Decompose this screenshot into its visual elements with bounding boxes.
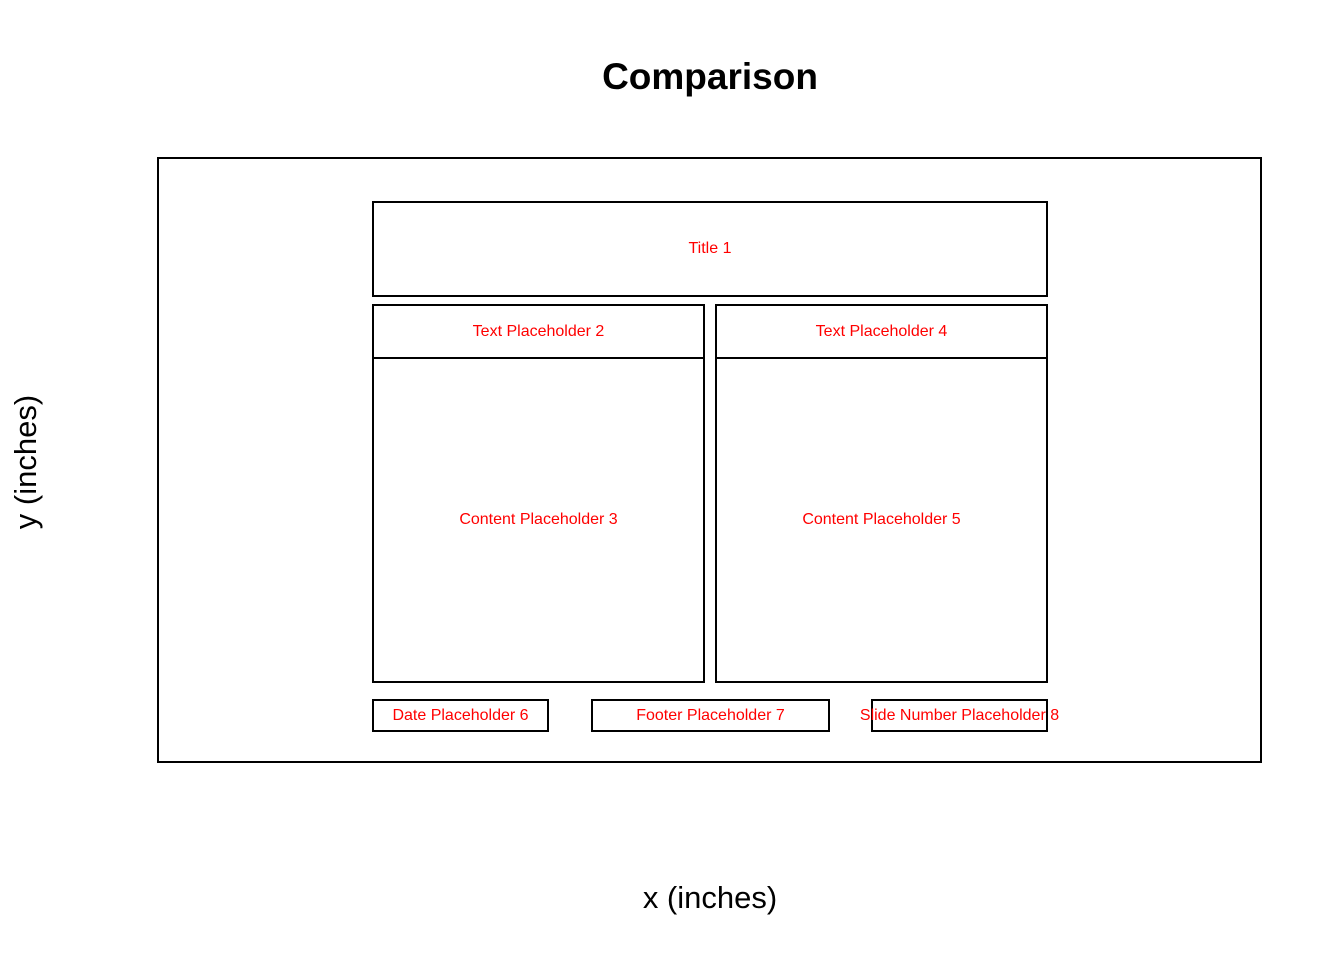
text-placeholder-4-box: Text Placeholder 4 [715,304,1048,359]
date-placeholder-label: Date Placeholder 6 [392,706,529,724]
text-placeholder-2-label: Text Placeholder 2 [472,322,605,340]
content-placeholder-5-label: Content Placeholder 5 [802,511,961,528]
slide-number-placeholder-label: Slide Number Placeholder 8 [859,706,1060,724]
text-placeholder-4-label: Text Placeholder 4 [815,322,948,340]
title-placeholder-label: Title 1 [688,240,732,257]
footer-placeholder-label: Footer Placeholder 7 [636,706,785,724]
content-placeholder-5-box: Content Placeholder 5 [715,357,1048,683]
slide-number-placeholder-box: Slide Number Placeholder 8 [860,699,1059,732]
date-placeholder-box: Date Placeholder 6 [372,699,549,732]
content-placeholder-3-box: Content Placeholder 3 [372,357,705,683]
y-axis-label: y (inches) [8,394,43,530]
x-axis-label: x (inches) [642,880,778,915]
footer-placeholder-box: Footer Placeholder 7 [591,699,830,732]
text-placeholder-2-box: Text Placeholder 2 [372,304,705,359]
slide-boundary [157,157,1262,763]
title-placeholder-box: Title 1 [372,201,1048,297]
content-placeholder-3-label: Content Placeholder 3 [459,511,618,528]
y-axis-label-container: y (inches) [0,0,56,920]
diagram-title: Comparison [602,56,818,97]
